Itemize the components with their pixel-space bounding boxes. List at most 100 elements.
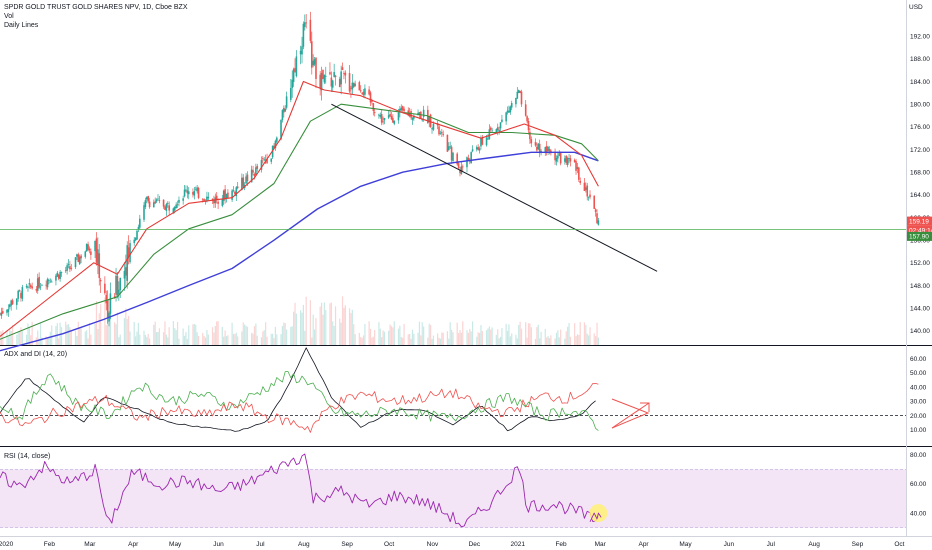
candle-body[interactable] bbox=[10, 300, 12, 306]
candle-body[interactable] bbox=[364, 88, 366, 95]
candle-body[interactable] bbox=[294, 67, 296, 72]
candle-body[interactable] bbox=[225, 194, 228, 199]
candle-body[interactable] bbox=[534, 142, 537, 146]
candle-body[interactable] bbox=[488, 129, 491, 140]
candle-body[interactable] bbox=[421, 119, 424, 121]
candle-body[interactable] bbox=[594, 209, 597, 212]
candle-body[interactable] bbox=[529, 131, 531, 140]
candle-body[interactable] bbox=[260, 160, 263, 170]
candle-body[interactable] bbox=[422, 109, 425, 117]
candle-body[interactable] bbox=[509, 106, 512, 113]
candle-body[interactable] bbox=[564, 158, 566, 162]
candle-body[interactable] bbox=[378, 114, 380, 116]
candle-body[interactable] bbox=[485, 137, 488, 146]
candle-body[interactable] bbox=[28, 283, 31, 285]
candle-body[interactable] bbox=[470, 152, 472, 164]
candle-body[interactable] bbox=[499, 122, 502, 129]
candle-body[interactable] bbox=[295, 56, 298, 77]
daily-lines-legend[interactable]: Daily Lines bbox=[4, 22, 39, 29]
rsi-pane[interactable]: 80.00 60.00 40.00 bbox=[0, 452, 927, 528]
ema-mid-line[interactable] bbox=[0, 103, 599, 340]
candle-body[interactable] bbox=[123, 270, 126, 279]
symbol-legend[interactable]: SPDR GOLD TRUST GOLD SHARES NPV, 1D, Cbo… bbox=[4, 4, 188, 11]
candle-body[interactable] bbox=[284, 108, 287, 112]
candle-body[interactable] bbox=[236, 186, 239, 189]
candle-body[interactable] bbox=[362, 91, 365, 96]
candle-body[interactable] bbox=[480, 138, 482, 147]
candle-body[interactable] bbox=[596, 213, 598, 223]
sma-long-line[interactable] bbox=[0, 151, 599, 352]
candle-body[interactable] bbox=[154, 201, 156, 204]
candle-body[interactable] bbox=[573, 159, 576, 163]
candle-body[interactable] bbox=[568, 157, 570, 159]
candle-body[interactable] bbox=[97, 249, 99, 264]
candle-body[interactable] bbox=[263, 159, 266, 161]
candle-body[interactable] bbox=[545, 146, 548, 154]
candle-body[interactable] bbox=[168, 205, 170, 211]
candle-body[interactable] bbox=[547, 146, 549, 152]
rsi-line[interactable] bbox=[0, 453, 599, 528]
candle-body[interactable] bbox=[187, 191, 190, 195]
candle-body[interactable] bbox=[133, 239, 136, 244]
candle-body[interactable] bbox=[7, 309, 10, 312]
candle-body[interactable] bbox=[597, 220, 600, 225]
candle-body[interactable] bbox=[359, 90, 362, 92]
candle-body[interactable] bbox=[126, 245, 129, 281]
candle-body[interactable] bbox=[373, 112, 376, 114]
candle-body[interactable] bbox=[324, 75, 327, 77]
candle-body[interactable] bbox=[466, 157, 468, 168]
candle-body[interactable] bbox=[329, 72, 331, 75]
candle-body[interactable] bbox=[506, 110, 509, 113]
candle-body[interactable] bbox=[166, 203, 169, 204]
candle-body[interactable] bbox=[438, 126, 440, 135]
candle-body[interactable] bbox=[45, 284, 47, 286]
candle-body[interactable] bbox=[431, 128, 433, 130]
candle-body[interactable] bbox=[302, 23, 305, 47]
candle-body[interactable] bbox=[25, 286, 28, 288]
candle-body[interactable] bbox=[155, 199, 158, 202]
volume-legend[interactable]: Vol bbox=[4, 13, 14, 20]
candle-body[interactable] bbox=[59, 271, 61, 279]
candle-body[interactable] bbox=[104, 283, 106, 294]
candle-body[interactable] bbox=[90, 251, 92, 255]
price-pane[interactable] bbox=[0, 11, 906, 352]
candle-body[interactable] bbox=[84, 251, 87, 257]
candle-body[interactable] bbox=[147, 196, 150, 202]
candle-body[interactable] bbox=[517, 90, 520, 93]
candle-body[interactable] bbox=[544, 147, 547, 152]
candle-body[interactable] bbox=[281, 110, 284, 121]
candle-body[interactable] bbox=[20, 292, 22, 299]
candle-body[interactable] bbox=[143, 205, 145, 220]
candle-body[interactable] bbox=[137, 226, 140, 230]
candle-body[interactable] bbox=[274, 140, 277, 149]
candle-body[interactable] bbox=[358, 82, 361, 91]
candle-body[interactable] bbox=[77, 254, 80, 263]
candle-body[interactable] bbox=[255, 167, 257, 176]
candle-body[interactable] bbox=[526, 116, 528, 122]
candle-body[interactable] bbox=[270, 158, 273, 162]
rsi-pane-label[interactable]: RSI (14, close) bbox=[4, 453, 51, 460]
candle-body[interactable] bbox=[491, 130, 493, 132]
candle-body[interactable] bbox=[41, 284, 43, 286]
candle-body[interactable] bbox=[587, 196, 590, 198]
candle-body[interactable] bbox=[566, 157, 569, 165]
candle-body[interactable] bbox=[221, 199, 224, 206]
candle-body[interactable] bbox=[320, 72, 323, 91]
candle-body[interactable] bbox=[495, 129, 498, 133]
candle-body[interactable] bbox=[27, 286, 29, 288]
candle-body[interactable] bbox=[448, 146, 450, 151]
candle-body[interactable] bbox=[176, 204, 179, 206]
candle-body[interactable] bbox=[88, 248, 91, 251]
candle-body[interactable] bbox=[56, 272, 59, 277]
candle-body[interactable] bbox=[481, 137, 484, 145]
candle-body[interactable] bbox=[450, 146, 453, 161]
candle-body[interactable] bbox=[115, 275, 117, 295]
candle-body[interactable] bbox=[330, 77, 333, 87]
candle-body[interactable] bbox=[334, 75, 337, 78]
candle-body[interactable] bbox=[85, 243, 88, 252]
di-plus-line[interactable] bbox=[0, 371, 599, 431]
candle-body[interactable] bbox=[429, 114, 432, 128]
candle-body[interactable] bbox=[186, 190, 189, 194]
candle-body[interactable] bbox=[536, 146, 538, 151]
candle-body[interactable] bbox=[565, 156, 568, 163]
